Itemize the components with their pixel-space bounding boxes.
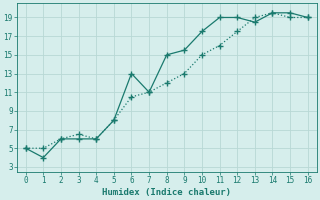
X-axis label: Humidex (Indice chaleur): Humidex (Indice chaleur) [102,188,231,197]
